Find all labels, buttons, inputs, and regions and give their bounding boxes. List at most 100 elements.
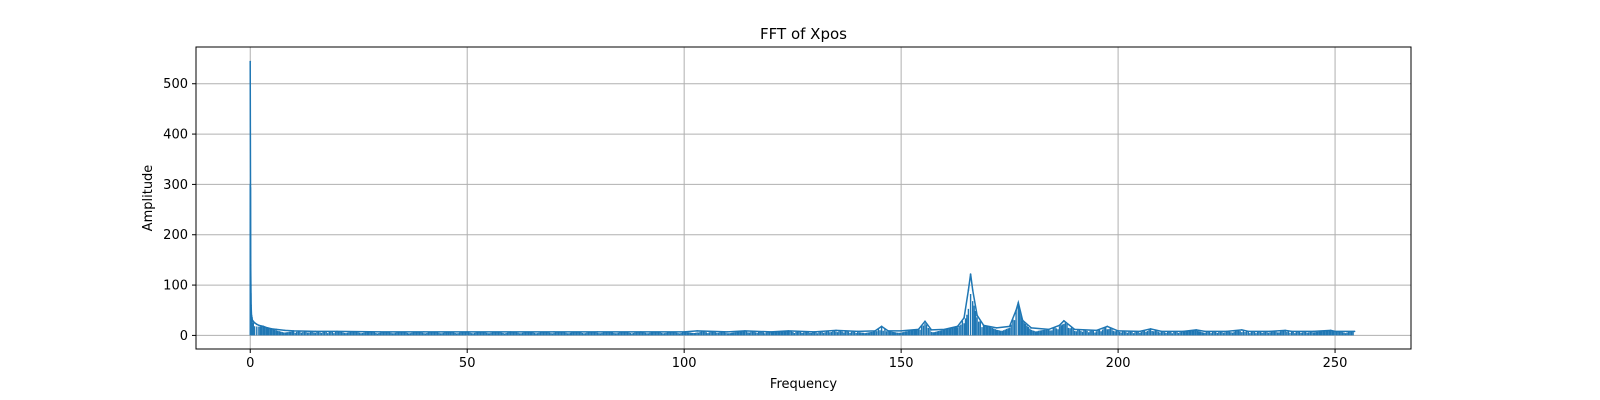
data-point: [976, 314, 978, 317]
y-tick-label: 200: [163, 228, 188, 243]
data-point: [1008, 325, 1011, 328]
x-tick-label: 0: [246, 356, 254, 371]
data-point: [967, 289, 970, 291]
data-point: [956, 325, 959, 328]
data-point: [1247, 330, 1250, 333]
data-point: [639, 331, 642, 333]
data-point: [1290, 330, 1293, 333]
data-point: [1015, 309, 1017, 312]
data-point: [1073, 328, 1076, 331]
data-point: [284, 329, 286, 332]
plot-area: [249, 60, 1356, 336]
chart-title: FFT of Xpos: [760, 25, 847, 43]
data-point: [1329, 329, 1332, 332]
data-point: [250, 314, 253, 317]
data-point: [856, 330, 859, 333]
data-point: [1021, 319, 1024, 322]
data-point: [249, 183, 252, 186]
data-point: [744, 330, 746, 332]
fft-series-line: [249, 61, 1355, 333]
x-tick-label: 150: [889, 356, 914, 371]
data-point: [1240, 329, 1243, 331]
data-point: [336, 330, 338, 333]
y-axis: 0 100 200 300 400 500: [163, 77, 196, 344]
data-point: [249, 264, 252, 266]
data-point: [1017, 301, 1020, 304]
data-point: [1106, 325, 1109, 328]
x-tick-label: 100: [672, 356, 697, 371]
data-point: [874, 330, 876, 332]
data-point: [963, 316, 965, 319]
data-point: [1030, 327, 1033, 329]
x-tick-label: 200: [1106, 356, 1131, 371]
data-point: [787, 330, 790, 332]
data-point: [943, 328, 946, 331]
data-point: [271, 328, 273, 330]
x-tick-label: 250: [1323, 356, 1348, 371]
data-point: [466, 331, 469, 333]
data-point: [1063, 320, 1065, 322]
data-point: [1204, 330, 1206, 333]
data-point: [262, 325, 265, 328]
data-point: [924, 320, 926, 323]
data-point: [252, 320, 255, 323]
data-point: [509, 331, 512, 333]
data-point: [275, 328, 278, 331]
data-point: [1284, 329, 1286, 332]
data-point: [900, 330, 902, 332]
data-point: [995, 327, 998, 329]
data-point: [969, 273, 972, 275]
data-point: [423, 331, 425, 333]
data-point: [971, 289, 974, 291]
data-point: [696, 330, 698, 332]
data-point: [1058, 324, 1061, 327]
data-point: [813, 331, 816, 333]
data-point: [251, 316, 253, 319]
y-tick-label: 400: [163, 128, 188, 143]
y-tick-label: 300: [163, 178, 188, 193]
data-point: [379, 331, 382, 333]
fft-noise-band: [249, 184, 1354, 336]
data-point: [253, 322, 256, 324]
data-point: [1312, 330, 1315, 333]
data-point: [255, 323, 258, 326]
data-point: [1182, 330, 1184, 333]
data-point: [1160, 330, 1163, 333]
data-point: [258, 324, 260, 327]
data-point: [1047, 328, 1050, 331]
data-point: [880, 325, 883, 328]
y-tick-label: 500: [163, 77, 188, 92]
data-point: [596, 331, 599, 333]
data-point: [292, 330, 295, 332]
data-point: [250, 304, 252, 307]
data-point: [1149, 328, 1152, 330]
data-point: [1138, 330, 1141, 333]
y-tick-label: 100: [163, 279, 188, 294]
data-point: [982, 324, 985, 327]
data-point: [1269, 330, 1271, 333]
x-tick-label: 50: [459, 356, 476, 371]
axes-frame: [195, 46, 1412, 350]
data-point: [1225, 330, 1228, 333]
data-point: [1334, 330, 1336, 333]
grid-lines: [196, 47, 1411, 349]
y-axis-label: Amplitude: [141, 165, 156, 232]
data-point: [1353, 330, 1356, 333]
data-point: [553, 331, 555, 333]
data-point: [1095, 329, 1098, 332]
data-point: [726, 331, 729, 333]
x-axis: 0 50 100 150 200 250: [246, 349, 1347, 371]
y-tick-label: 0: [180, 329, 188, 344]
data-point: [314, 330, 317, 333]
data-point: [887, 330, 889, 332]
data-point: [266, 327, 269, 329]
data-point: [770, 331, 772, 333]
data-point: [250, 284, 252, 286]
data-point: [1117, 330, 1119, 332]
data-point: [249, 60, 252, 63]
x-axis-label: Frequency: [770, 377, 837, 392]
data-point: [917, 328, 920, 331]
data-point: [1195, 329, 1198, 331]
data-point: [835, 329, 837, 332]
